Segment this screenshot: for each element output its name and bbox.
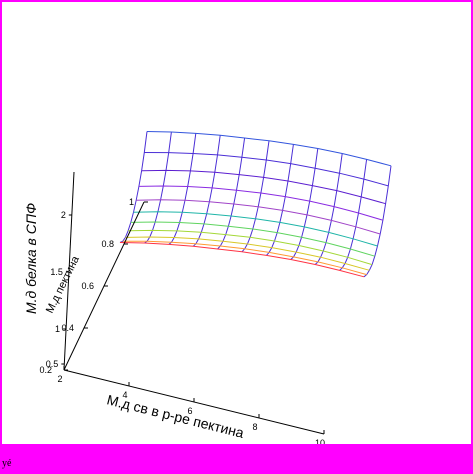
y-tick-label: 0.2 — [39, 365, 52, 375]
status-label: yé — [2, 458, 12, 469]
surface-row-line — [146, 131, 392, 167]
z-axis-label: М.д белка в СПФ — [23, 203, 39, 314]
surface-row-line — [125, 236, 370, 271]
surface-row-line — [136, 199, 381, 235]
surface-column-line — [314, 153, 343, 265]
z-tick-label: 1.5 — [50, 267, 63, 277]
surface-row-line — [130, 221, 375, 257]
surface-row-line — [119, 242, 365, 278]
x-tick-label: 6 — [187, 406, 192, 416]
surface-row-line — [141, 169, 386, 205]
surface-column-line — [119, 131, 148, 243]
surface-row-line — [128, 229, 373, 266]
surface-mesh — [119, 131, 392, 278]
z-tick-label: 0.5 — [46, 359, 59, 369]
y-tick-label: 1 — [129, 197, 134, 207]
x-tick-label: 2 — [57, 374, 62, 384]
z-tick-label: 2 — [61, 210, 66, 220]
y-tick-label: 0.4 — [61, 323, 74, 333]
z-axis-line — [63, 171, 75, 371]
tick-labels: 2 1.5 1 0.50.2 0.4 0.6 0.8 1 2 4 6 8 10 — [39, 197, 325, 444]
x-tick-label: 10 — [315, 438, 325, 444]
surface-chart[interactable]: 2 1.5 1 0.50.2 0.4 0.6 0.8 1 2 4 6 8 10 М.д белка в … — [2, 2, 471, 444]
surface-column-line — [168, 133, 197, 245]
x-tick-label: 8 — [252, 422, 257, 432]
surface-row-line — [122, 240, 367, 276]
z-tick-label: 1 — [55, 324, 60, 334]
y-axis-label: М.д пектина — [44, 253, 82, 315]
surface-row-line — [144, 152, 389, 187]
surface-row-line — [138, 185, 384, 221]
surface-column-line — [290, 148, 319, 260]
x-axis-label: М.д св в р-ре пектина — [105, 391, 245, 441]
surface-column-line — [144, 131, 172, 244]
surface-column-line — [192, 135, 221, 247]
y-tick-label: 0.6 — [81, 281, 94, 291]
y-tick-label: 0.8 — [101, 239, 114, 249]
plot-panel: 2 1.5 1 0.5 0.2 0.4 0.6 0.8 1 2 4 6 8 10 М.д белка в … — [2, 2, 471, 444]
x-tick-label: 4 — [122, 390, 127, 400]
surface-row-line — [133, 211, 378, 247]
surface-column-line — [217, 137, 246, 250]
